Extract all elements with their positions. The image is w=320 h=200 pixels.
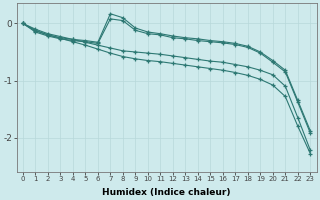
X-axis label: Humidex (Indice chaleur): Humidex (Indice chaleur) [102,188,231,197]
